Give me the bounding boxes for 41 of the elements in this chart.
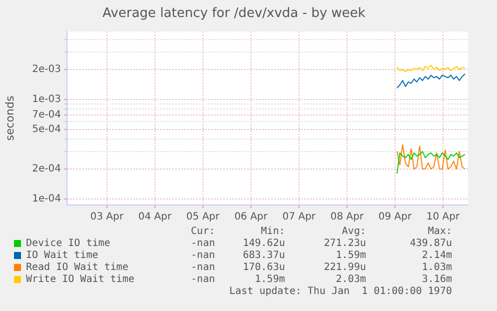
- text: 271.23u: [324, 238, 366, 249]
- x-tick-label: 08 Apr: [330, 212, 364, 223]
- legend-label: Read IO Wait time: [26, 262, 128, 273]
- legend-label: Write IO Wait time: [26, 274, 134, 285]
- y-tick-label: 2e-03: [32, 64, 61, 76]
- x-tick-label: 09 Apr: [378, 212, 412, 223]
- text: 2.14m: [422, 250, 452, 261]
- text: Avg:: [342, 226, 366, 237]
- x-tick-label: 05 Apr: [186, 212, 220, 223]
- text: 2.03m: [336, 274, 366, 285]
- text: 221.99u: [324, 262, 366, 273]
- text: Last update: Thu Jan 1 01:00:00 1970: [229, 286, 452, 297]
- text: 1.59m: [254, 274, 285, 285]
- text: 149.62u: [242, 238, 285, 249]
- chart-title: Average latency for /dev/xvda - by week: [102, 6, 366, 22]
- x-tick-label: 06 Apr: [234, 212, 268, 223]
- y-tick-label: 5e-04: [32, 124, 61, 135]
- y-tick-label: 2e-04: [32, 164, 61, 175]
- text: 1.03m: [422, 262, 452, 273]
- x-tick-label: 03 Apr: [90, 212, 124, 223]
- text: -nan: [190, 274, 215, 285]
- text: 3.16m: [422, 274, 452, 285]
- y-tick-label: 1e-03: [32, 94, 61, 106]
- text: 439.87u: [410, 238, 452, 249]
- text: Min:: [260, 226, 285, 237]
- text: 170.63u: [242, 262, 285, 273]
- text: -nan: [190, 262, 215, 273]
- x-tick-label: 07 Apr: [282, 212, 316, 223]
- y-axis-title: seconds: [3, 96, 16, 141]
- text: 1.59m: [336, 250, 366, 261]
- legend-label: IO Wait time: [26, 250, 98, 261]
- y-tick-label: 7e-04: [32, 109, 61, 120]
- x-tick-label: 04 Apr: [138, 212, 172, 223]
- x-tick-label: 10 Apr: [426, 212, 460, 223]
- y-tick-label: 1e-04: [32, 194, 61, 205]
- legend-label: Device IO time: [26, 238, 110, 249]
- text: Cur:: [190, 226, 215, 237]
- text: -nan: [190, 250, 215, 261]
- text: -nan: [190, 238, 215, 249]
- text: Max:: [428, 226, 452, 237]
- text: 683.37u: [242, 250, 285, 261]
